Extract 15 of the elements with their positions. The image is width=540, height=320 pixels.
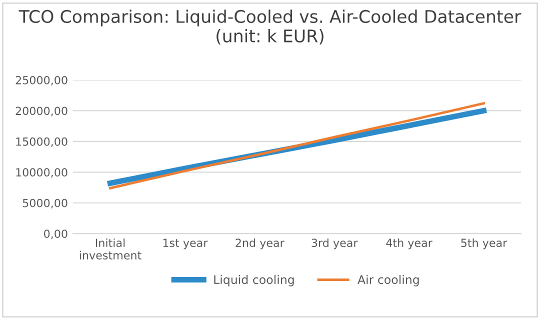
x-tick-label: 5th year [461, 238, 508, 250]
y-tick-label: 20000,00 [16, 106, 68, 116]
y-tick-label: 25000,00 [16, 76, 68, 86]
chart-title: TCO Comparison: Liquid-Cooled vs. Air-Cooled Datacenter (unit: k EUR) [18, 10, 522, 45]
x-tick-label: 4th year [386, 238, 432, 250]
y-tick-label: 5000,00 [22, 198, 68, 208]
x-tick-label: 2nd year [236, 238, 284, 250]
y-tick-label: 15000,00 [16, 137, 68, 147]
legend-label: Liquid cooling [214, 274, 294, 286]
y-tick-label: 10000,00 [16, 168, 68, 178]
x-tick-label: Initial investment [80, 238, 142, 260]
x-tick-label: 1st year [163, 238, 208, 250]
y-tick-label: 0,00 [44, 230, 68, 240]
x-tick-label: 3rd year [312, 238, 358, 250]
legend-label: Air cooling [358, 274, 419, 286]
